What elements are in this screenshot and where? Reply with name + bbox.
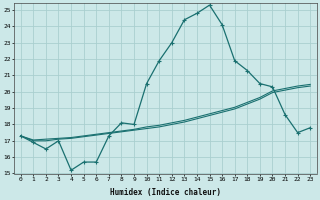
X-axis label: Humidex (Indice chaleur): Humidex (Indice chaleur) [110,188,221,197]
